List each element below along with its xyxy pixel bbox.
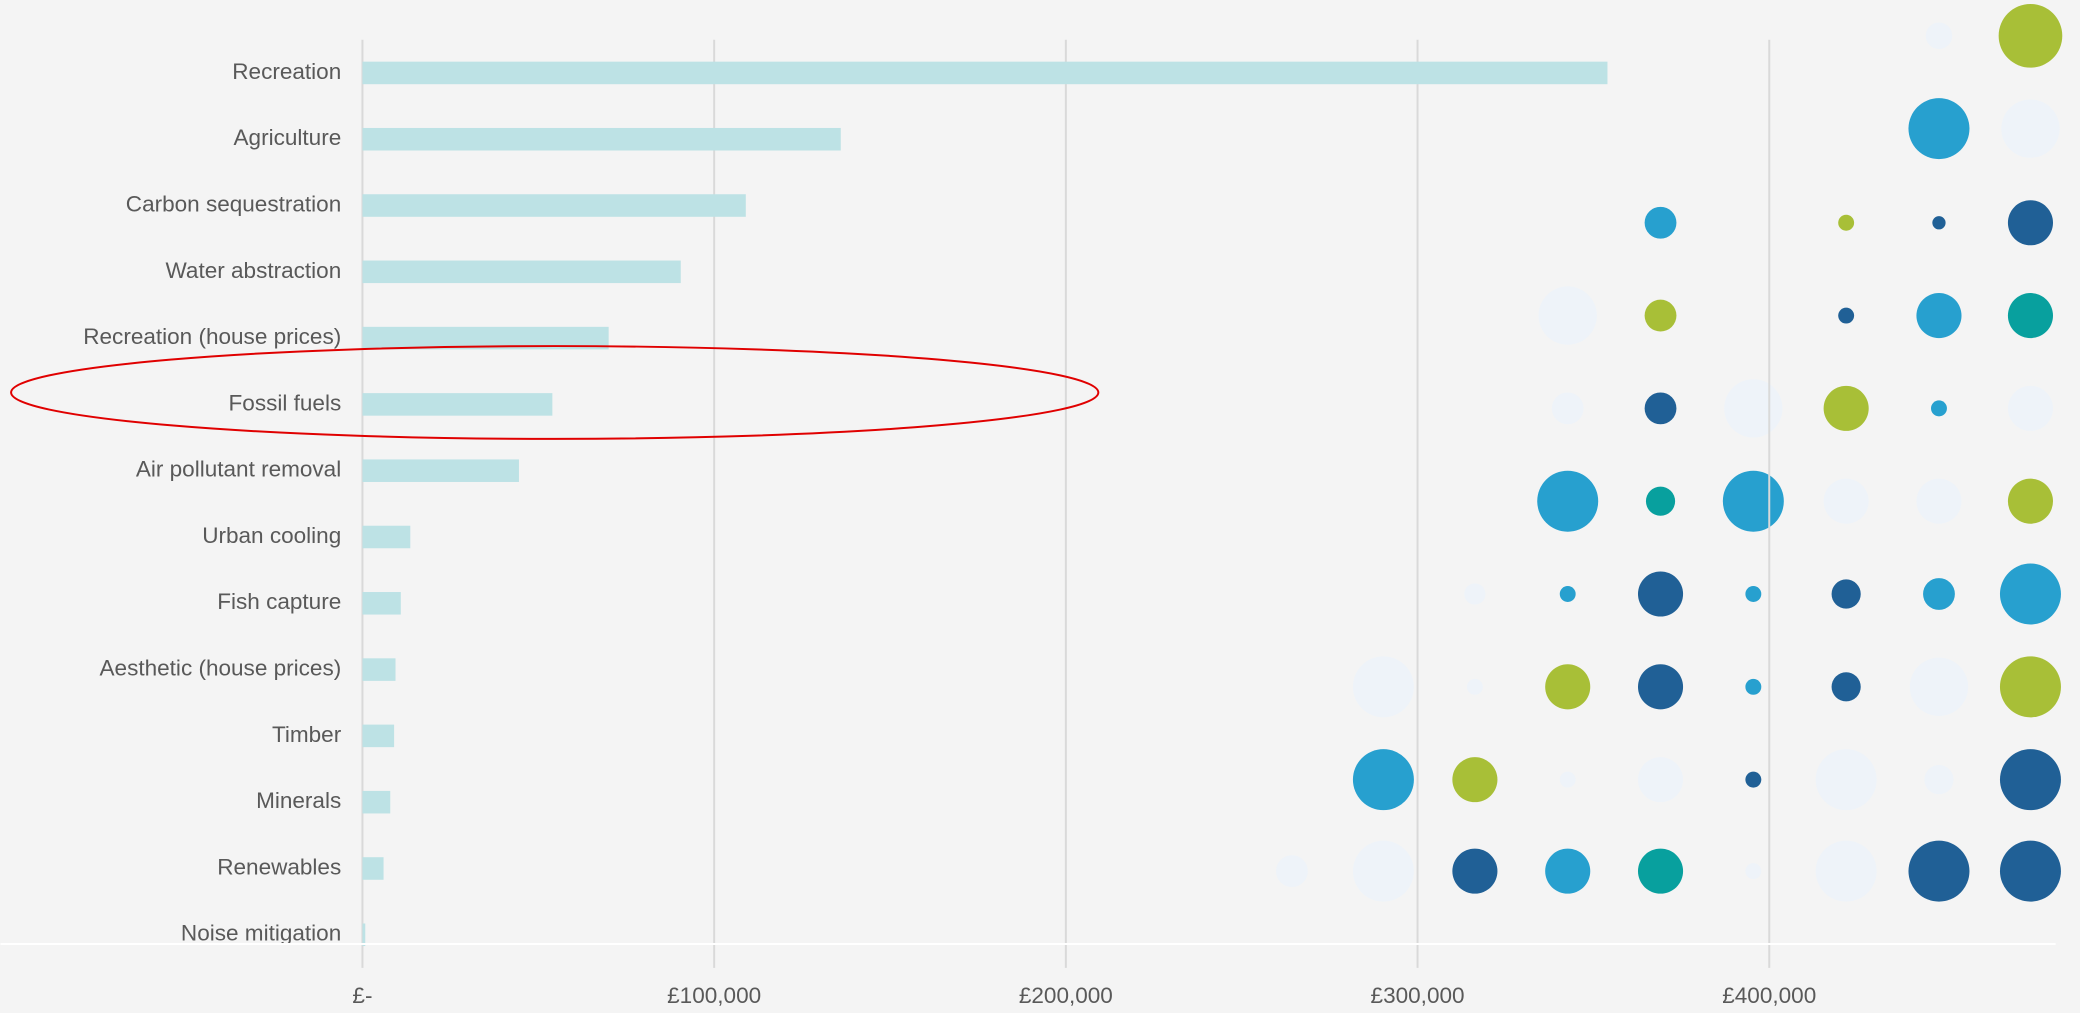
y-tick-label: Minerals — [256, 788, 341, 813]
y-tick-label: Urban cooling — [202, 523, 341, 548]
bubble — [1999, 749, 2061, 811]
bubble — [1545, 664, 1591, 710]
bubble — [1908, 98, 1970, 160]
bubble — [1908, 840, 1970, 902]
decorative-bubbles — [1276, 3, 2063, 902]
bubble — [2001, 99, 2060, 158]
bubble — [1823, 478, 1869, 524]
bubble — [1644, 299, 1677, 332]
y-tick-label: Fish capture — [217, 589, 341, 614]
bubble — [1823, 385, 1869, 431]
bubble — [1831, 579, 1861, 609]
bubble — [1815, 749, 1877, 811]
bar — [362, 592, 401, 615]
bar — [362, 525, 411, 549]
bubble — [1916, 293, 1962, 339]
bubble — [1932, 216, 1946, 230]
bubble — [1352, 840, 1414, 902]
bubble — [1722, 470, 1784, 532]
x-tick-label: £- — [352, 983, 372, 1008]
y-tick-label: Fossil fuels — [229, 390, 342, 415]
bubble — [1452, 757, 1498, 803]
bubble — [1537, 470, 1599, 532]
bubble — [1745, 771, 1762, 788]
x-tick-label: £300,000 — [1371, 983, 1465, 1008]
y-tick-label: Noise mitigation — [181, 921, 341, 946]
bubble — [1452, 848, 1498, 894]
bubble — [1559, 771, 1576, 788]
bubble — [1466, 678, 1483, 695]
bubble — [1931, 400, 1947, 417]
bar — [362, 724, 395, 748]
bubble — [1637, 571, 1684, 617]
bar — [362, 790, 391, 814]
highlight-ellipse — [10, 345, 1100, 440]
y-tick-label: Recreation (house prices) — [83, 324, 341, 349]
y-tick-label: Renewables — [217, 854, 341, 879]
bubble — [1545, 848, 1591, 894]
y-tick-label: Timber — [272, 722, 342, 747]
bubble — [1999, 840, 2061, 902]
bubble — [1838, 307, 1855, 324]
bubble — [1352, 749, 1414, 811]
x-tick-label: £100,000 — [667, 983, 761, 1008]
bubble — [1464, 583, 1486, 605]
y-tick-label: Air pollutant removal — [136, 457, 341, 482]
y-tick-label: Aesthetic (house prices) — [100, 656, 342, 681]
bubble — [1644, 206, 1677, 239]
y-tick-label: Water abstraction — [166, 258, 342, 283]
bar — [362, 127, 841, 151]
bubble — [1999, 563, 2061, 625]
bubble — [1924, 765, 1954, 795]
bubble — [1831, 672, 1861, 702]
y-tick-label: Agriculture — [234, 125, 342, 150]
bubble — [2007, 385, 2053, 431]
bubble — [1745, 678, 1762, 695]
bubble — [2007, 293, 2053, 339]
bar — [362, 194, 746, 217]
plot: £- £100,000 £200,000 £300,000 £400,000 Recrea… — [83, 39, 1816, 1008]
bubble — [1645, 486, 1676, 516]
x-tick-label: £400,000 — [1722, 983, 1816, 1008]
bubble — [1999, 656, 2061, 718]
bubble — [1815, 840, 1877, 902]
bubble — [1909, 657, 1969, 716]
bubble — [2007, 478, 2053, 524]
y-tick-label: Carbon sequestration — [126, 191, 341, 216]
bar — [362, 260, 681, 284]
bar — [362, 459, 519, 482]
bar — [362, 857, 384, 880]
bubble — [1352, 656, 1414, 718]
bar — [362, 326, 609, 350]
bubble — [1838, 214, 1855, 231]
bubble — [1923, 578, 1955, 610]
bubble — [1551, 392, 1584, 425]
bubble — [1637, 848, 1684, 894]
bubble — [1998, 3, 2063, 68]
bubble — [1745, 586, 1762, 602]
bubble — [1724, 379, 1783, 438]
bubble — [1644, 392, 1677, 425]
bubble — [1925, 22, 1953, 50]
y-tick-label: Recreation — [232, 59, 341, 84]
bubble — [1559, 586, 1576, 602]
x-tick-label: £200,000 — [1019, 983, 1113, 1008]
bar — [362, 393, 553, 416]
bar — [362, 923, 366, 947]
bar — [362, 61, 1608, 85]
bubble — [1916, 478, 1962, 524]
bubble — [1637, 757, 1684, 803]
bubble — [2007, 200, 2053, 246]
bubble — [1637, 664, 1684, 710]
bubble — [1538, 286, 1597, 345]
bubble — [1276, 855, 1308, 888]
bubble — [1745, 863, 1762, 880]
bar — [362, 658, 396, 681]
